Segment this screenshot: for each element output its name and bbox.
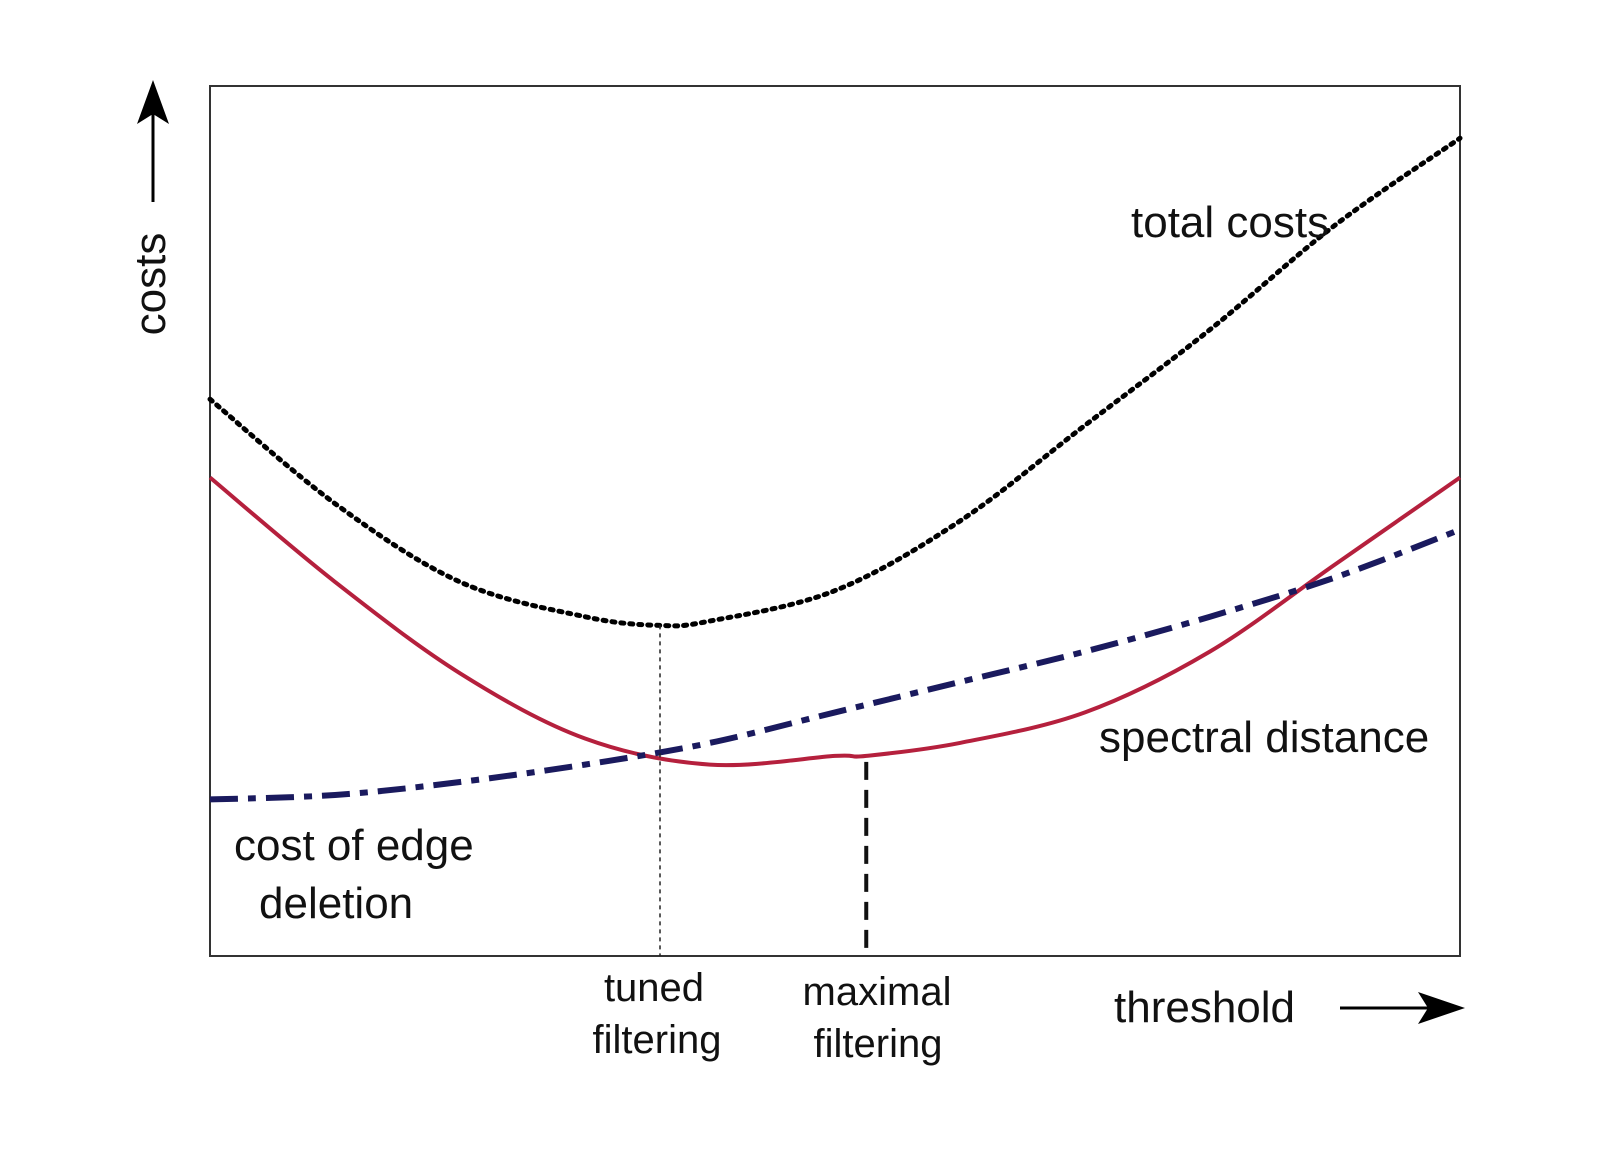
maximal-filtering-label-line2: filtering [814, 1022, 943, 1066]
x-axis-label: threshold [1114, 983, 1295, 1032]
plot-frame [209, 85, 1461, 957]
total-costs-label: total costs [1131, 198, 1329, 247]
tuned-filtering-label-line2: filtering [593, 1018, 722, 1062]
edge-deletion-cost-curve [209, 526, 1462, 803]
edge-deletion-label-line1: cost of edge [234, 821, 474, 870]
maximal-filtering-label-line1: maximal [803, 970, 952, 1014]
spectral-distance-curve [208, 475, 1462, 768]
spectral-distance-label: spectral distance [1099, 713, 1429, 762]
x-axis-arrow [1340, 992, 1465, 1024]
total-costs-curve [207, 135, 1463, 629]
edge-deletion-label-line2: deletion [259, 879, 413, 928]
y-axis-arrow [137, 80, 169, 202]
tuned-filtering-label-line1: tuned [604, 966, 704, 1010]
y-axis-label: costs [126, 233, 175, 336]
